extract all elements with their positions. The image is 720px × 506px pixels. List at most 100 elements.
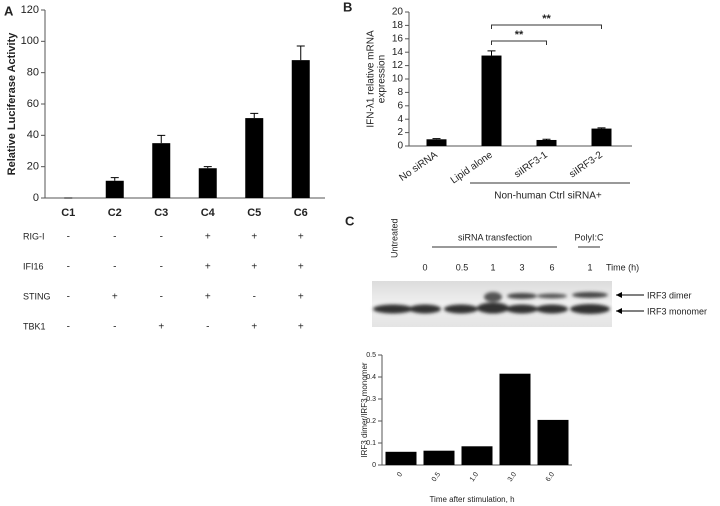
x-tick-label: C4 bbox=[201, 207, 216, 219]
lane-label: 0.5 bbox=[456, 262, 469, 272]
significance-bracket bbox=[491, 24, 602, 29]
untreated-label: Untreated bbox=[389, 218, 399, 258]
condition-name: RIG-I bbox=[23, 231, 45, 241]
bar bbox=[152, 143, 171, 198]
dimer-arrowhead bbox=[616, 292, 622, 298]
condition-name: STING bbox=[23, 291, 51, 301]
condition-mark: + bbox=[298, 262, 304, 273]
y-tick-label: 16 bbox=[392, 33, 404, 44]
y-tick-label: 0 bbox=[372, 462, 376, 469]
condition-mark: + bbox=[205, 262, 211, 273]
lane-label: 0 bbox=[422, 262, 427, 272]
y-tick-label: 20 bbox=[27, 161, 39, 173]
x-tick-label: 3.0 bbox=[507, 471, 518, 483]
y-tick-label: 0.1 bbox=[366, 440, 376, 447]
bar bbox=[105, 180, 124, 198]
x-tick-label: C1 bbox=[61, 207, 75, 219]
dimer-label: IRF3 dimer bbox=[647, 290, 692, 300]
significance-label: ** bbox=[515, 29, 524, 41]
y-tick-label: 0.4 bbox=[366, 374, 376, 381]
y-tick-label: 2 bbox=[397, 127, 403, 138]
x-tick-label: 1.0 bbox=[469, 471, 480, 483]
condition-mark: - bbox=[67, 292, 70, 303]
transfection-label: siRNA transfection bbox=[458, 232, 532, 242]
condition-mark: + bbox=[205, 292, 211, 303]
condition-mark: - bbox=[253, 292, 256, 303]
condition-mark: + bbox=[158, 322, 164, 333]
error-bar bbox=[487, 50, 496, 56]
y-tick-label: 120 bbox=[21, 4, 39, 16]
y-axis-label-line: expression bbox=[376, 55, 387, 103]
bar bbox=[537, 419, 569, 465]
x-tick-label: C2 bbox=[108, 207, 122, 219]
x-tick-label: Lipid alone bbox=[449, 149, 495, 186]
y-axis-label: IRF3 dimer/IRF3 monomer bbox=[360, 362, 369, 457]
error-bar bbox=[296, 45, 305, 61]
y-tick-label: 0.5 bbox=[366, 352, 376, 359]
condition-mark: - bbox=[67, 322, 70, 333]
error-bar bbox=[157, 134, 166, 144]
condition-mark: + bbox=[251, 262, 257, 273]
condition-mark: + bbox=[298, 322, 304, 333]
bar bbox=[499, 373, 531, 465]
condition-mark: + bbox=[205, 232, 211, 243]
x-tick-label: siIRF3-2 bbox=[567, 149, 605, 180]
error-bar bbox=[542, 138, 551, 140]
y-tick-label: 0 bbox=[397, 141, 403, 152]
y-tick-label: 100 bbox=[21, 35, 39, 47]
y-axis-label: IFN-λ1 relative mRNAexpression bbox=[365, 30, 387, 128]
bar bbox=[245, 118, 264, 198]
blot-bands bbox=[373, 292, 610, 314]
panel-label: A bbox=[4, 3, 14, 18]
condition-mark: - bbox=[113, 262, 116, 273]
bar bbox=[591, 128, 612, 146]
condition-mark: - bbox=[160, 232, 163, 243]
lane-label: 1 bbox=[490, 262, 495, 272]
x-tick-label: No siRNA bbox=[397, 149, 440, 183]
x-tick-label: C3 bbox=[154, 207, 168, 219]
y-tick-label: 40 bbox=[27, 129, 39, 141]
y-tick-label: 60 bbox=[27, 98, 39, 110]
y-tick-label: 4 bbox=[397, 114, 403, 125]
condition-mark: - bbox=[113, 232, 116, 243]
condition-mark: + bbox=[251, 232, 257, 243]
condition-name: TBK1 bbox=[23, 321, 46, 331]
condition-mark: - bbox=[206, 322, 209, 333]
blot bbox=[372, 246, 644, 327]
lane-label: 3 bbox=[519, 262, 524, 272]
condition-mark: - bbox=[160, 262, 163, 273]
lane-label: 1 bbox=[587, 262, 592, 272]
y-tick-label: 20 bbox=[392, 7, 404, 18]
polyic-label: PolyI:C bbox=[574, 232, 604, 242]
error-bar bbox=[432, 138, 441, 140]
error-bar bbox=[110, 177, 119, 181]
x-tick-label: 6.0 bbox=[545, 471, 556, 483]
condition-mark: - bbox=[113, 322, 116, 333]
x-tick-label: C5 bbox=[247, 207, 261, 219]
bar bbox=[481, 55, 502, 146]
y-tick-label: 0.3 bbox=[366, 396, 376, 403]
lane-label: 6 bbox=[549, 262, 554, 272]
bar bbox=[198, 168, 217, 198]
panel-label: B bbox=[343, 0, 352, 14]
condition-mark: + bbox=[298, 232, 304, 243]
condition-mark: - bbox=[67, 232, 70, 243]
condition-mark: - bbox=[67, 262, 70, 273]
bar bbox=[536, 139, 557, 146]
bar bbox=[426, 139, 447, 146]
condition-mark: + bbox=[298, 292, 304, 303]
x-tick-label: 0.5 bbox=[431, 471, 442, 483]
time-unit: Time (h) bbox=[606, 262, 639, 272]
error-bar bbox=[597, 127, 606, 129]
monomer-arrowhead bbox=[616, 308, 622, 314]
error-bar bbox=[203, 166, 212, 169]
y-tick-label: 12 bbox=[392, 60, 404, 71]
y-tick-label: 80 bbox=[27, 67, 39, 79]
condition-mark: + bbox=[112, 292, 118, 303]
significance-bracket bbox=[491, 40, 547, 45]
condition-mark: - bbox=[160, 292, 163, 303]
bar bbox=[461, 446, 493, 465]
y-tick-label: 10 bbox=[392, 74, 404, 85]
error-bar bbox=[250, 112, 259, 119]
panel-label: C bbox=[345, 213, 355, 228]
